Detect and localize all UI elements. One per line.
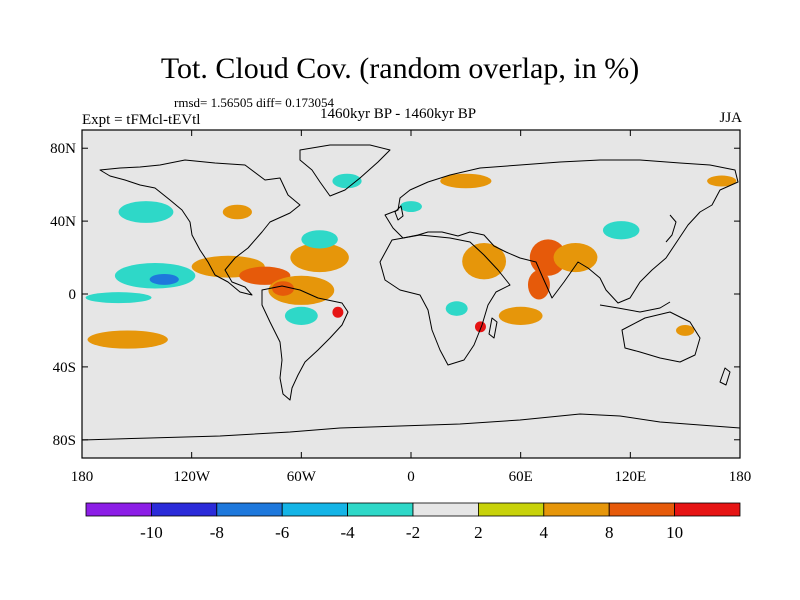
colorbar-label: 8 xyxy=(605,523,614,542)
anomaly-patch-12 xyxy=(332,173,362,189)
chart-title: Tot. Cloud Cov. (random overlap, in %) xyxy=(160,52,640,85)
anomaly-patch-16 xyxy=(527,270,550,300)
anomaly-patch-26 xyxy=(222,204,252,220)
period-label: 1460kyr BP - 1460kyr BP xyxy=(320,106,477,122)
lat-tick-label: 40S xyxy=(53,360,76,376)
anomaly-patch-24 xyxy=(707,175,737,187)
colorbar-swatch xyxy=(347,502,414,517)
colorbar-swatch xyxy=(674,502,741,517)
anomaly-patch-1 xyxy=(149,273,179,285)
anomaly-patch-14 xyxy=(529,239,567,276)
colorbar: -10 -8 -6 -4 -2 2 4 8 10 xyxy=(85,502,741,542)
coast-australia xyxy=(621,311,701,363)
colorbar-swatch xyxy=(412,502,479,517)
coast-greenland xyxy=(299,144,391,197)
anomaly-layer xyxy=(85,173,737,349)
colorbar-label: -2 xyxy=(406,523,420,542)
colorbar-label: -8 xyxy=(210,523,224,542)
lon-tick-label: 60W xyxy=(287,469,317,485)
colorbar-swatch xyxy=(150,502,218,517)
anomaly-patch-21 xyxy=(301,230,338,249)
colorbar-label: 10 xyxy=(666,523,683,542)
anomaly-patch-9 xyxy=(332,306,344,318)
experiment-label: Expt = tFMcl-tEVtl xyxy=(82,112,201,128)
anomaly-patch-7 xyxy=(272,281,295,296)
lon-tick-label: 180 xyxy=(729,469,752,485)
coast-north-america xyxy=(99,159,301,296)
anomaly-patch-8 xyxy=(290,242,349,273)
colorbar-label: 2 xyxy=(474,523,483,542)
latitude-axis: 80N 40N 0 40S 80S xyxy=(50,141,740,449)
colorbar-swatch xyxy=(216,502,283,517)
coast-eurasia xyxy=(384,159,739,304)
season-label: JJA xyxy=(719,110,742,126)
coast-south-america xyxy=(261,285,349,401)
lon-tick-label: 120W xyxy=(173,469,211,485)
anomaly-patch-10 xyxy=(284,306,318,325)
anomaly-patch-18 xyxy=(474,321,486,333)
stats-text: rmsd= 1.56505 diff= 0.173054 xyxy=(174,95,334,110)
anomaly-patch-20 xyxy=(440,173,492,189)
map-background xyxy=(82,130,740,458)
colorbar-swatch xyxy=(608,502,676,517)
coast-uk xyxy=(394,205,404,221)
lat-tick-label: 0 xyxy=(69,287,77,303)
coast-madagascar xyxy=(488,317,498,339)
anomaly-patch-13 xyxy=(462,242,507,280)
anomaly-patch-17 xyxy=(445,301,468,316)
anomaly-patch-2 xyxy=(85,292,152,304)
anomaly-patch-15 xyxy=(553,242,598,273)
anomaly-patch-22 xyxy=(400,201,422,213)
coast-africa xyxy=(379,234,511,366)
lon-tick-label: 180 xyxy=(71,469,94,485)
colorbar-swatch xyxy=(85,502,152,517)
lat-tick-label: 80N xyxy=(50,141,76,157)
colorbar-swatch xyxy=(477,502,545,517)
anomaly-patch-3 xyxy=(118,201,174,223)
lat-tick-label: 80S xyxy=(53,433,76,449)
colorbar-label: -4 xyxy=(341,523,356,542)
colorbar-swatch xyxy=(281,502,349,517)
lon-tick-label: 0 xyxy=(407,469,415,485)
colorbar-label: -10 xyxy=(140,523,163,542)
anomaly-patch-23 xyxy=(676,324,695,336)
anomaly-patch-11 xyxy=(87,330,168,349)
colorbar-swatch xyxy=(543,502,610,517)
coastlines xyxy=(82,144,740,441)
anomaly-patch-19 xyxy=(602,221,640,240)
colorbar-label: -6 xyxy=(275,523,289,542)
lon-tick-label: 120E xyxy=(614,469,646,485)
anomaly-patch-25 xyxy=(498,306,543,325)
lat-tick-label: 40N xyxy=(50,214,76,230)
coast-indonesia xyxy=(599,301,671,313)
coast-japan xyxy=(665,214,677,243)
longitude-axis: 180 120W 60W 0 60E 120E 180 xyxy=(71,130,752,485)
colorbar-label: 4 xyxy=(540,523,549,542)
coast-antarctica xyxy=(82,413,740,441)
lon-tick-label: 60E xyxy=(509,469,533,485)
coast-new-zealand xyxy=(719,367,731,386)
